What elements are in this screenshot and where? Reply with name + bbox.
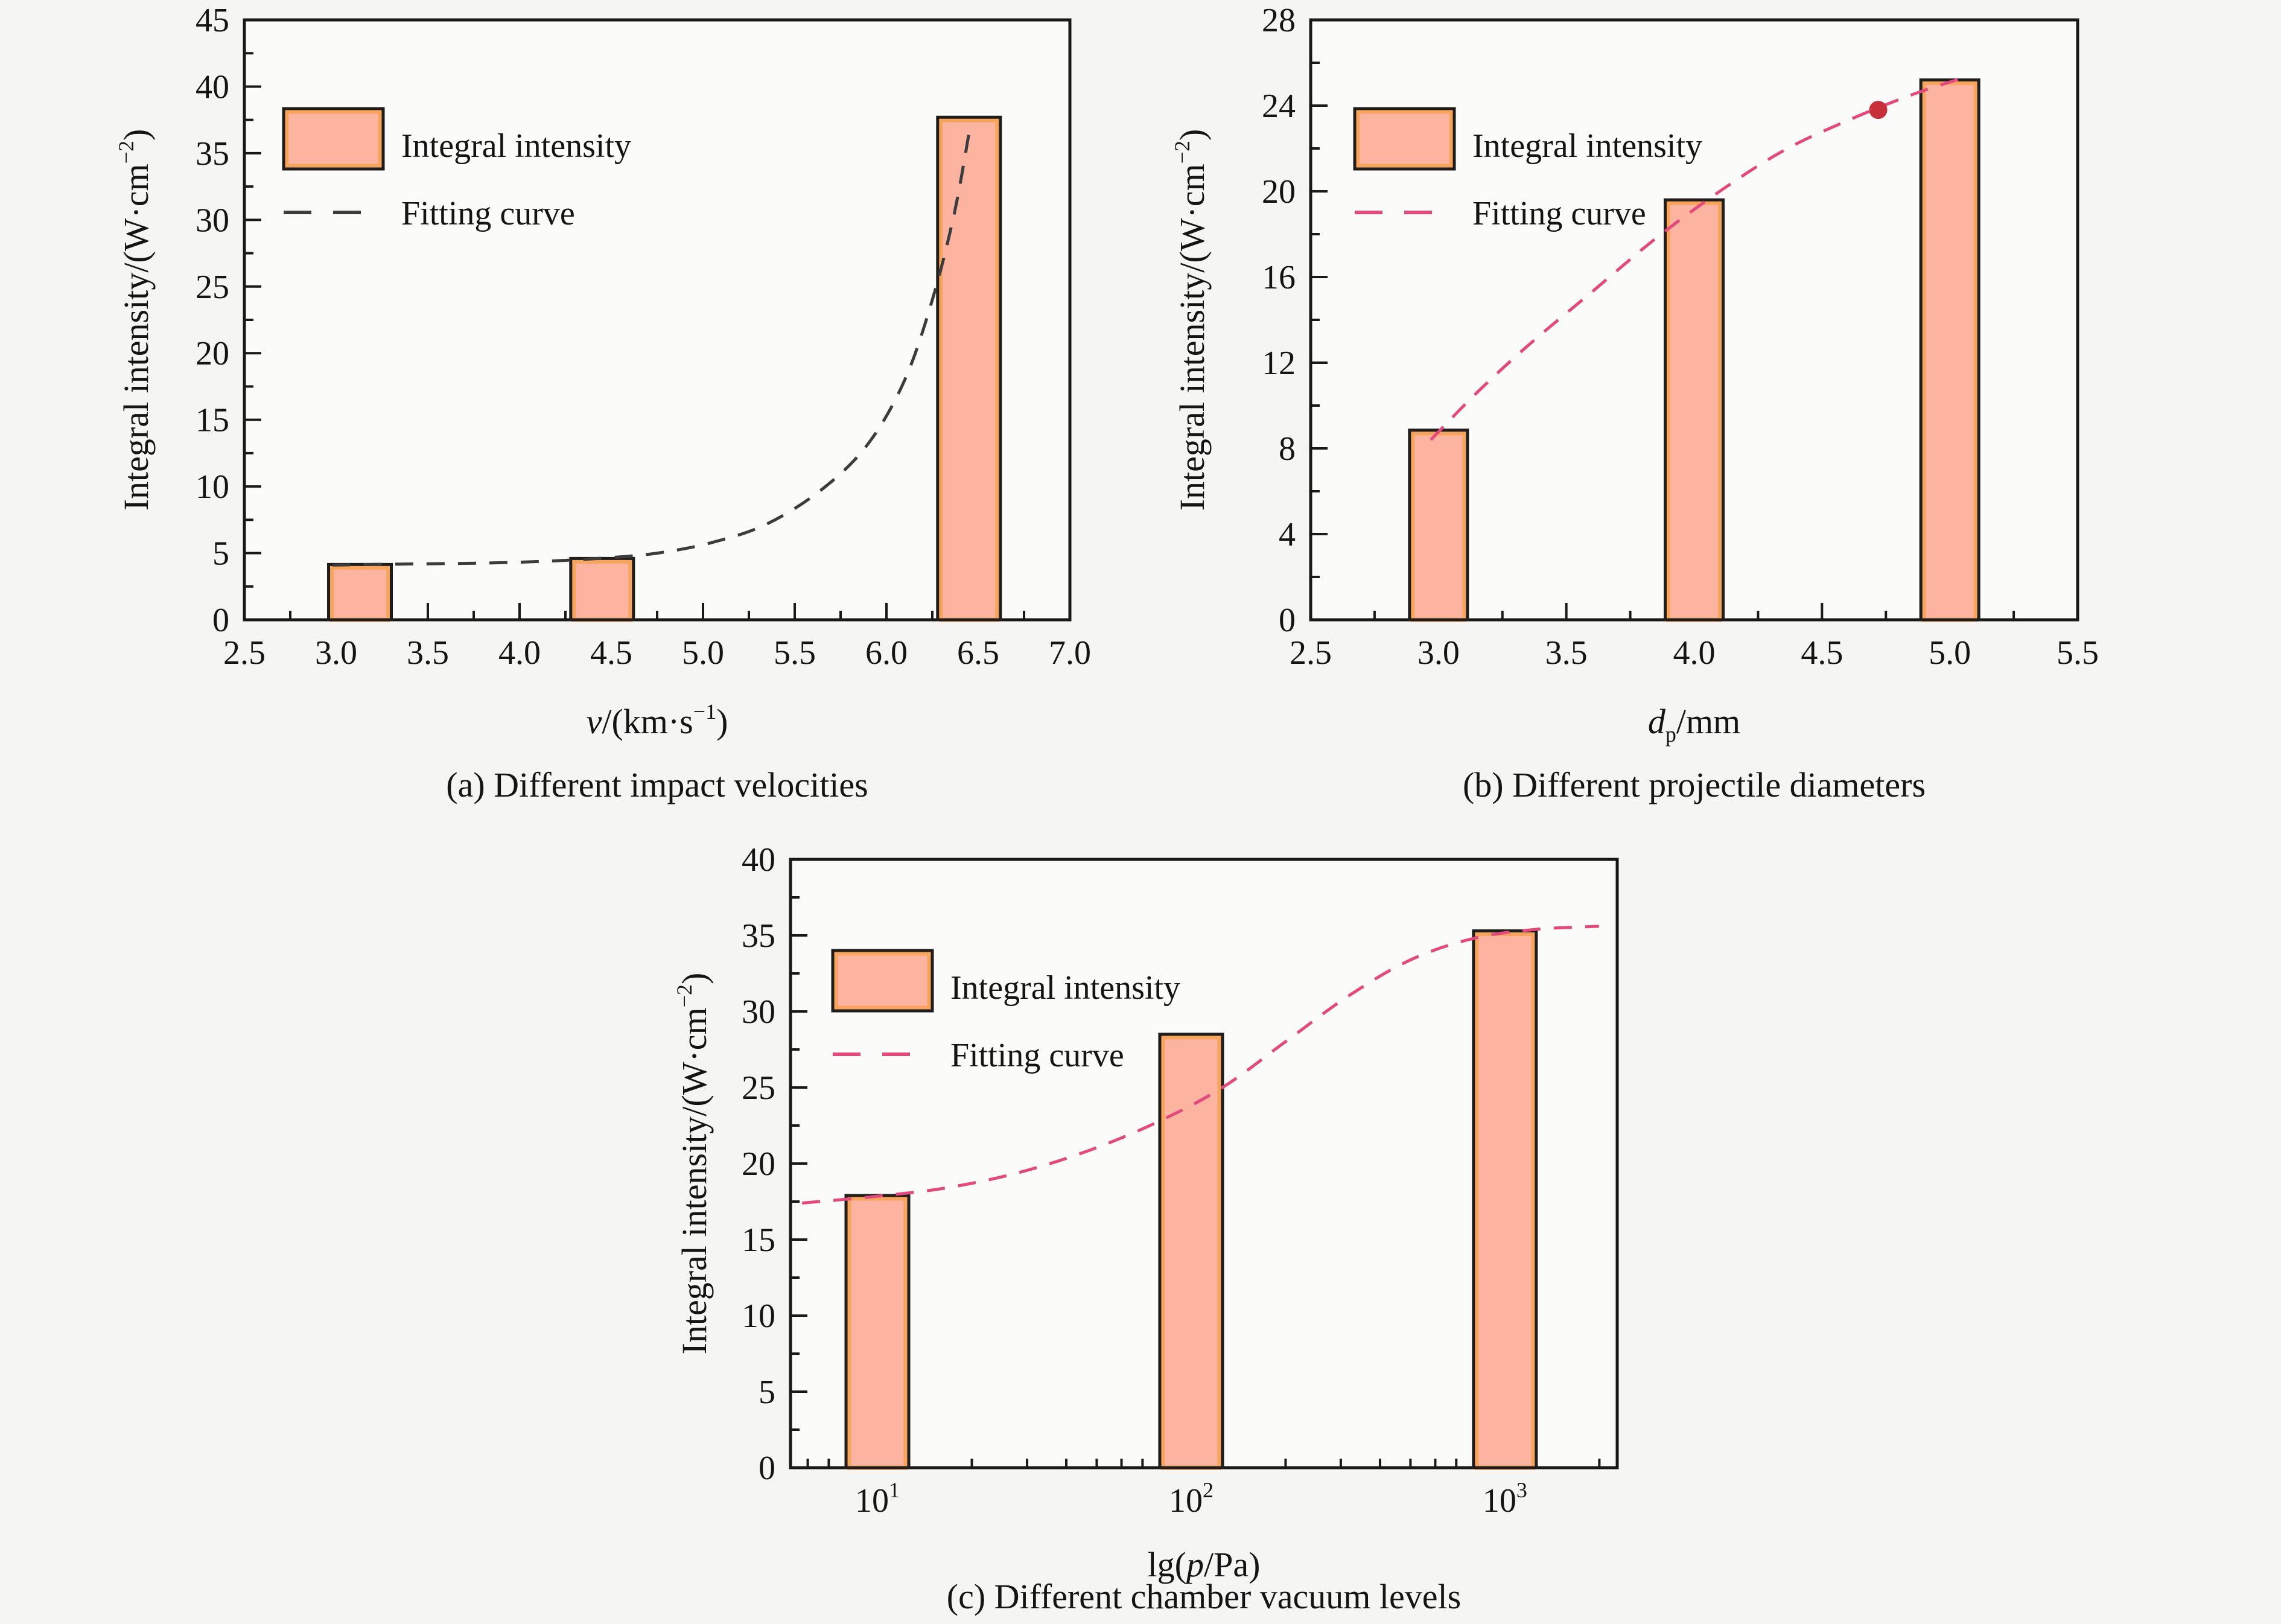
x-tick-label: 101 — [855, 1478, 900, 1520]
bar-c-3-inner — [1474, 931, 1536, 1470]
legend-swatch-inner — [833, 951, 932, 1010]
fitting-curve-a — [332, 122, 973, 567]
x-tick-label: 5.0 — [1929, 634, 1971, 672]
legend-bar-swatch — [831, 949, 934, 1013]
x-tick-label: 3.0 — [315, 634, 357, 672]
caption-c: (c) Different chamber vacuum levels — [947, 1577, 1461, 1616]
y-tick-label: 28 — [1262, 2, 1296, 39]
x-tick-label: 5.5 — [774, 634, 816, 672]
bar-a-3 — [936, 115, 1002, 622]
bar-b-2-inner — [1666, 200, 1722, 622]
y-tick-label: 30 — [196, 202, 229, 239]
y-tick-label: 4 — [1279, 516, 1296, 553]
legend-bar-label: Integral intensity — [950, 969, 1180, 1007]
legend-bar-swatch — [1353, 107, 1456, 171]
y-tick-label: 45 — [196, 2, 229, 39]
y-axis-title-b: Integral intensity/(W·cm−2) — [1170, 129, 1212, 511]
y-tick-label: 10 — [742, 1298, 775, 1335]
x-tick-label: 7.0 — [1049, 634, 1091, 672]
bar-b-1-inner — [1410, 431, 1467, 622]
bar-a-2-inner — [571, 559, 633, 622]
x-tick-label: 2.5 — [1290, 634, 1332, 672]
legend-swatch-inner — [284, 109, 383, 168]
y-tick-label: 10 — [196, 468, 229, 506]
y-tick-label: 30 — [742, 993, 775, 1031]
legend-swatch-inner — [1355, 109, 1454, 168]
y-tick-label: 15 — [196, 402, 229, 439]
x-tick-label: 3.5 — [1545, 634, 1588, 672]
bar-c-2 — [1158, 1033, 1224, 1470]
y-tick-label: 5 — [759, 1374, 775, 1411]
y-tick-label: 35 — [742, 917, 775, 955]
x-tick-label: 6.5 — [957, 634, 999, 672]
y-tick-label: 15 — [742, 1221, 775, 1259]
legend-curve-label: Fitting curve — [1472, 195, 1646, 232]
bar-c-1-inner — [847, 1196, 908, 1470]
fitting-curve-c — [801, 925, 1599, 1205]
x-tick-label: 102 — [1169, 1478, 1214, 1520]
x-tick-label: 4.0 — [1673, 634, 1716, 672]
y-tick-label: 5 — [212, 535, 229, 573]
bar-c-3 — [1472, 929, 1538, 1470]
legend-bar-label: Integral intensity — [401, 127, 631, 165]
bar-b-3 — [1919, 78, 1980, 622]
y-tick-label: 0 — [759, 1450, 775, 1487]
bar-a-3-inner — [938, 118, 1000, 622]
fitting-curve-b — [1430, 74, 1971, 441]
y-tick-label: 8 — [1279, 430, 1296, 468]
x-tick-label: 5.5 — [2057, 634, 2099, 672]
legend-curve-label: Fitting curve — [950, 1037, 1124, 1074]
bar-a-2 — [569, 556, 635, 622]
x-axis-title-c: lg(p/Pa) — [1148, 1545, 1261, 1584]
caption-b: (b) Different projectile diameters — [1463, 765, 1926, 804]
y-tick-label: 25 — [196, 269, 229, 306]
y-tick-label: 20 — [196, 335, 229, 372]
bar-b-2 — [1664, 198, 1725, 622]
y-axis-title-a: Integral intensity/(W·cm−2) — [114, 129, 156, 511]
x-tick-label: 103 — [1483, 1478, 1527, 1520]
x-tick-label: 4.5 — [1801, 634, 1843, 672]
x-tick-label: 4.0 — [498, 634, 541, 672]
y-tick-label: 0 — [1279, 602, 1296, 639]
y-tick-label: 12 — [1262, 345, 1296, 382]
y-tick-label: 16 — [1262, 259, 1296, 296]
y-tick-label: 35 — [196, 135, 229, 173]
chart-b: 0 4 8 12 16 20 24 28 2.5 3.0 3.5 4.0 4.5 5.0 5.5 Integr… — [1170, 2, 2099, 804]
legend-bar-swatch — [282, 107, 385, 171]
chart-c: 0 5 10 15 20 25 30 35 40 101 102 103 Integral intens… — [672, 841, 1619, 1616]
x-tick-label: 6.0 — [865, 634, 908, 672]
x-tick-label: 2.5 — [223, 634, 266, 672]
data-point-b — [1869, 101, 1888, 119]
y-tick-label: 40 — [742, 841, 775, 879]
y-tick-label: 0 — [212, 602, 229, 639]
x-tick-label: 4.5 — [590, 634, 632, 672]
legend-bar-label: Integral intensity — [1472, 127, 1702, 165]
x-tick-label: 3.5 — [407, 634, 449, 672]
y-tick-label: 20 — [1262, 173, 1296, 211]
bar-b-3-inner — [1921, 80, 1978, 622]
caption-a: (a) Different impact velocities — [446, 765, 868, 804]
y-axis-title-c: Integral intensity/(W·cm−2) — [672, 973, 714, 1355]
x-axis-title-b: dp/mm — [1648, 702, 1740, 747]
legend-curve-label: Fitting curve — [401, 195, 575, 232]
y-tick-label: 20 — [742, 1145, 775, 1183]
y-tick-label: 24 — [1262, 88, 1296, 125]
y-tick-label: 40 — [196, 68, 229, 106]
y-tick-label: 25 — [742, 1069, 775, 1107]
x-tick-label: 3.0 — [1417, 634, 1460, 672]
bar-a-1 — [327, 562, 393, 622]
x-axis-title-a: v/(km·s−1) — [587, 699, 728, 741]
bar-a-1-inner — [329, 565, 391, 622]
x-tick-label: 5.0 — [682, 634, 724, 672]
chart-a: 0 5 10 15 20 25 30 35 40 45 2.5 3.0 3.5 4.0 4.5 5.0 5.5 6… — [114, 2, 1091, 804]
bar-c-2-inner — [1160, 1035, 1222, 1470]
